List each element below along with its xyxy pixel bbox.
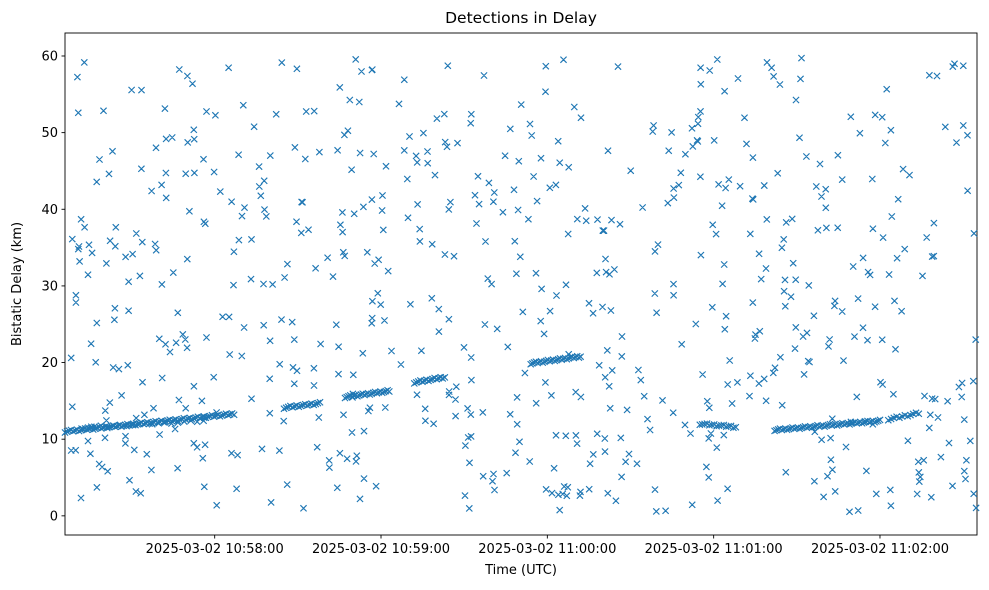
x-axis-label: Time (UTC) [484, 563, 557, 578]
track-1-parallel [78, 417, 208, 433]
chart-title: Detections in Delay [445, 9, 597, 27]
track-2-segment [280, 398, 324, 413]
plot-layer: 0 10 20 30 40 50 60 2025-03-02 10:58:00 2025-03-… [41, 32, 980, 557]
track-3-segment [341, 386, 393, 402]
track-1-rising [61, 409, 238, 437]
y-tick-label: 60 [41, 49, 58, 64]
clutter-detections [67, 54, 980, 516]
track-7-long-rising [771, 416, 884, 435]
y-tick-label: 40 [41, 203, 58, 218]
track-6-segment [696, 420, 740, 432]
y-tick-label: 20 [41, 356, 58, 371]
y-tick-label: 30 [41, 279, 58, 294]
axes-frame [64, 32, 978, 536]
y-tick-label: 0 [50, 509, 58, 524]
y-axis-label: Bistatic Delay (km) [10, 222, 25, 346]
x-tick-label: 2025-03-02 10:59:00 [312, 542, 450, 557]
track-5-segment [527, 352, 585, 368]
track-4-segment [410, 373, 449, 387]
x-tick-label: 2025-03-02 10:58:00 [146, 542, 284, 557]
x-tick-label: 2025-03-02 11:02:00 [811, 542, 949, 557]
x-tick-label: 2025-03-02 11:00:00 [478, 542, 616, 557]
track-7-continuation [884, 409, 923, 424]
x-tick-label: 2025-03-02 11:01:00 [645, 542, 783, 557]
y-tick-label: 10 [41, 433, 58, 448]
y-tick-label: 50 [41, 126, 58, 141]
